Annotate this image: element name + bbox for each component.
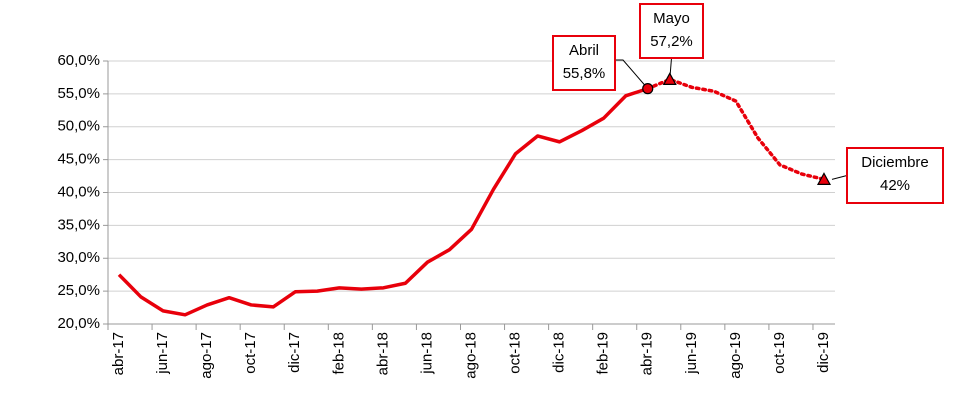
x-tick-label: dic-17 <box>286 332 303 373</box>
x-tick-label: abr-19 <box>639 332 656 375</box>
y-tick-label: 40,0% <box>57 183 100 200</box>
x-tick-label: ago-19 <box>727 332 744 379</box>
x-tick-label: jun-19 <box>683 332 700 375</box>
y-tick-label: 35,0% <box>57 216 100 233</box>
x-tick-label: dic-19 <box>815 332 832 373</box>
x-tick-label: oct-18 <box>507 332 524 374</box>
callout-value: 57,2% <box>650 33 693 50</box>
x-tick-label: oct-19 <box>771 332 788 374</box>
callout-value: 55,8% <box>563 65 606 82</box>
x-tick-label: jun-18 <box>418 332 435 375</box>
x-tick-label: jun-17 <box>154 332 171 375</box>
callout-box <box>552 35 616 91</box>
x-tick-label: abr-17 <box>110 332 127 375</box>
y-tick-label: 45,0% <box>57 151 100 168</box>
y-tick-label: 50,0% <box>57 118 100 135</box>
y-tick-label: 25,0% <box>57 282 100 299</box>
callout-title: Diciembre <box>861 154 929 171</box>
y-tick-label: 20,0% <box>57 315 100 332</box>
x-tick-label: feb-19 <box>595 332 612 375</box>
y-tick-label: 60,0% <box>57 52 100 69</box>
point-marker <box>816 172 831 185</box>
x-tick-label: ago-18 <box>462 332 479 379</box>
y-tick-label: 30,0% <box>57 249 100 266</box>
callout-value: 42% <box>880 177 910 194</box>
x-tick-label: oct-17 <box>242 332 259 374</box>
point-marker <box>642 83 654 95</box>
y-tick-label: 55,0% <box>57 85 100 102</box>
callout-line <box>831 175 848 180</box>
line-series <box>117 86 649 317</box>
x-tick-label: feb-18 <box>330 332 347 375</box>
callout-title: Abril <box>569 42 599 59</box>
line-series <box>645 77 826 182</box>
callout-box <box>846 147 944 204</box>
callout-title: Mayo <box>653 10 690 27</box>
callout-box <box>639 3 704 59</box>
callout-line <box>615 59 649 89</box>
x-tick-label: abr-18 <box>374 332 391 375</box>
point-marker <box>662 72 677 86</box>
x-tick-label: ago-17 <box>198 332 215 379</box>
x-tick-label: dic-18 <box>551 332 568 373</box>
